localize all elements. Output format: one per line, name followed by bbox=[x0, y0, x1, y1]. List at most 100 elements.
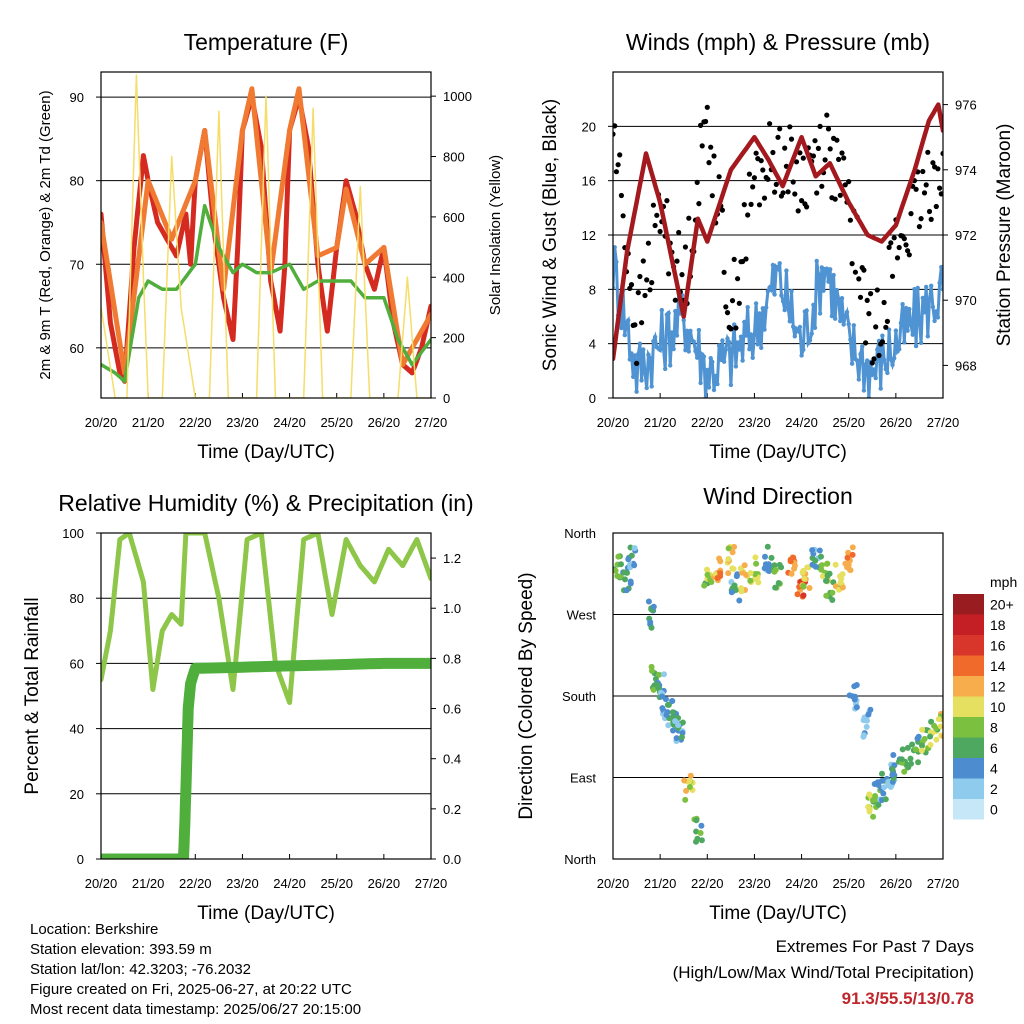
data-point bbox=[921, 735, 928, 742]
x-tick-label: 21/20 bbox=[644, 876, 677, 891]
data-point bbox=[728, 589, 735, 596]
data-point bbox=[804, 204, 810, 210]
data-point bbox=[647, 619, 654, 626]
data-point bbox=[717, 570, 724, 577]
data-point bbox=[679, 719, 686, 726]
data-point bbox=[765, 176, 771, 182]
data-point bbox=[909, 741, 916, 748]
data-point bbox=[733, 325, 739, 331]
data-point bbox=[896, 244, 902, 251]
data-point bbox=[661, 671, 667, 678]
x-tick-label: 26/20 bbox=[880, 415, 913, 430]
y2-tick-label: 400 bbox=[443, 270, 465, 285]
data-point bbox=[871, 356, 877, 362]
data-point bbox=[714, 575, 721, 581]
data-point bbox=[682, 244, 689, 250]
data-point bbox=[908, 211, 914, 217]
x-tick-label: 21/20 bbox=[644, 415, 677, 430]
data-point bbox=[645, 240, 652, 246]
data-point bbox=[745, 212, 751, 218]
data-point bbox=[818, 566, 825, 573]
data-point bbox=[919, 726, 926, 733]
x-tick-label: 20/20 bbox=[85, 415, 118, 430]
data-point bbox=[674, 258, 680, 264]
legend-label: 8 bbox=[990, 719, 998, 735]
data-point bbox=[736, 300, 742, 306]
data-point bbox=[701, 582, 708, 589]
x-tick-label: 27/20 bbox=[927, 876, 960, 891]
data-point bbox=[654, 212, 660, 218]
data-point bbox=[841, 155, 847, 161]
data-point bbox=[699, 143, 705, 149]
data-point bbox=[891, 235, 897, 241]
data-point bbox=[673, 735, 680, 742]
data-point bbox=[670, 727, 676, 734]
y-tick-label: South bbox=[562, 689, 596, 704]
data-point bbox=[815, 145, 822, 151]
data-point bbox=[912, 746, 919, 753]
y-tick-label: 60 bbox=[70, 656, 84, 671]
data-point bbox=[711, 153, 717, 159]
data-point bbox=[637, 273, 643, 280]
data-point bbox=[760, 167, 766, 173]
location-text: Location: Berkshire bbox=[30, 921, 159, 938]
data-point bbox=[615, 553, 622, 560]
data-point bbox=[709, 193, 715, 199]
x-tick-label: 22/20 bbox=[691, 876, 724, 891]
data-point bbox=[613, 169, 620, 175]
data-point bbox=[741, 202, 747, 208]
data-point bbox=[927, 733, 934, 740]
legend-swatch bbox=[953, 635, 984, 656]
data-point bbox=[878, 777, 885, 784]
data-point bbox=[736, 597, 743, 604]
data-point bbox=[613, 567, 619, 574]
data-point bbox=[832, 196, 838, 202]
data-point bbox=[865, 711, 872, 718]
y-tick-label: 16 bbox=[582, 174, 596, 189]
data-point bbox=[937, 185, 943, 191]
data-point bbox=[678, 734, 685, 741]
data-point bbox=[697, 830, 704, 836]
data-point bbox=[659, 693, 666, 700]
y-tick-label: 12 bbox=[582, 228, 596, 243]
data-point bbox=[819, 183, 825, 189]
data-point bbox=[849, 261, 855, 267]
legend-label: 0 bbox=[990, 801, 998, 817]
data-point bbox=[775, 134, 781, 140]
y2-axis-label: Solar Insolation (Yellow) bbox=[487, 155, 504, 315]
data-point bbox=[778, 564, 785, 571]
x-tick-label: 20/20 bbox=[597, 415, 630, 430]
data-point bbox=[799, 569, 806, 576]
chart-title: Winds (mph) & Pressure (mb) bbox=[626, 29, 930, 55]
data-point bbox=[938, 191, 943, 197]
elevation-text: Station elevation: 393.59 m bbox=[30, 941, 212, 958]
data-point bbox=[706, 160, 712, 166]
data-point bbox=[903, 242, 909, 248]
data-point bbox=[857, 294, 864, 300]
x-tick-label: 20/20 bbox=[85, 876, 118, 891]
data-point bbox=[696, 201, 702, 207]
data-point bbox=[894, 255, 901, 261]
data-point bbox=[615, 162, 621, 168]
series-2m-td bbox=[101, 203, 431, 384]
data-point bbox=[733, 586, 740, 593]
y2-tick-label: 1.0 bbox=[443, 601, 461, 616]
x-tick-label: 23/20 bbox=[226, 415, 259, 430]
data-point bbox=[790, 179, 796, 185]
data-point bbox=[787, 124, 793, 130]
data-point bbox=[901, 768, 908, 775]
data-point bbox=[799, 198, 805, 204]
x-tick-label: 25/20 bbox=[832, 415, 865, 430]
data-point bbox=[686, 784, 693, 790]
data-point bbox=[682, 796, 689, 803]
data-point bbox=[824, 560, 831, 567]
x-tick-label: 26/20 bbox=[368, 876, 401, 891]
data-point bbox=[921, 190, 928, 196]
data-point bbox=[618, 561, 624, 568]
data-point bbox=[863, 723, 870, 730]
data-point bbox=[647, 287, 653, 293]
data-point bbox=[666, 271, 672, 277]
data-point bbox=[792, 191, 798, 197]
data-point bbox=[659, 705, 666, 712]
data-point bbox=[801, 575, 808, 582]
